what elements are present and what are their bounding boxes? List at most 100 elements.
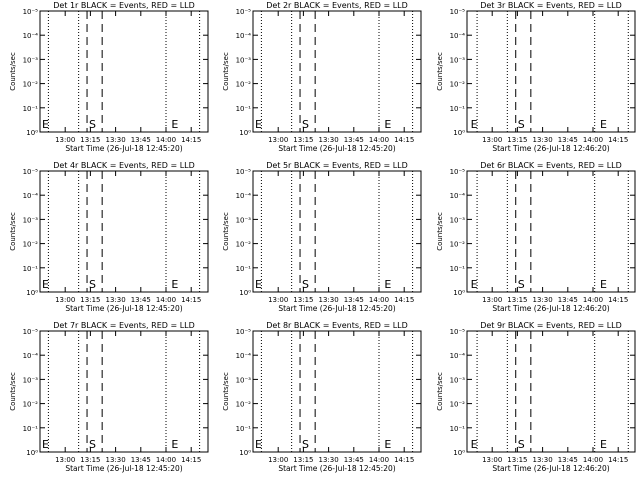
event-marker-label: E [600,438,607,451]
x-tick-label: 14:15 [394,296,414,304]
x-tick-label: 14:00 [156,296,176,304]
y-tick-label: 10⁰ [239,449,251,457]
x-tick-label: 13:45 [344,136,364,144]
y-tick-label: 10⁻³ [23,56,39,64]
y-tick-label: 10⁻⁴ [450,32,466,40]
panel-title: Det 3r BLACK = Events, RED = LLD [480,1,622,10]
y-tick-label: 10⁻⁴ [23,32,39,40]
panel-title: Det 7r BLACK = Events, RED = LLD [53,321,195,330]
y-tick-label: 10⁻¹ [236,265,252,273]
x-tick-label: 14:15 [608,456,628,464]
y-tick-label: 10⁻⁴ [236,352,252,360]
event-marker-label: E [255,118,262,131]
x-tick-label: 13:15 [80,456,100,464]
x-tick-label: 13:15 [507,296,527,304]
event-marker-label: E [171,278,178,291]
plot-frame [252,10,422,133]
x-tick-label: 13:15 [293,296,313,304]
y-tick-label: 10⁻³ [236,56,252,64]
plot-frame [466,10,636,133]
y-tick-label: 10⁻⁴ [23,352,39,360]
event-marker-label: S [89,118,96,131]
x-tick-label: 13:45 [344,296,364,304]
y-tick-label: 10⁻¹ [23,105,39,113]
event-marker-label: S [518,438,525,451]
y-tick-label: 10⁻² [236,81,252,89]
x-axis-label: Start Time (26-Jul-18 12:45:20) [278,144,395,153]
y-tick-label: 10⁻³ [236,376,252,384]
event-marker-label: E [384,438,391,451]
plot-frame [39,330,209,453]
y-tick-label: 10⁻⁴ [236,192,252,200]
panel-title: Det 1r BLACK = Events, RED = LLD [53,1,195,10]
event-marker-label: S [302,278,309,291]
y-axis-label: Counts/sec [222,372,230,411]
y-axis-label: Counts/sec [9,212,17,251]
event-marker-label: E [471,438,478,451]
panel-title: Det 6r BLACK = Events, RED = LLD [480,161,622,170]
x-tick-label: 13:00 [482,136,502,144]
x-tick-label: 14:00 [583,296,603,304]
detector-panel-1: Det 1r BLACK = Events, RED = LLD 10⁰ 10⁻¹ 1… [9,1,209,153]
x-tick-label: 13:30 [106,136,126,144]
x-tick-label: 14:00 [583,136,603,144]
x-tick-label: 13:30 [533,136,553,144]
event-marker-label: E [171,118,178,131]
event-marker-label: S [302,118,309,131]
event-marker-label: E [255,438,262,451]
x-tick-label: 13:00 [55,296,75,304]
x-tick-label: 14:15 [181,296,201,304]
x-axis-label: Start Time (26-Jul-18 12:46:20) [492,144,609,153]
y-tick-label: 10⁻² [450,81,466,89]
y-axis-label: Counts/sec [436,52,444,91]
panel-title: Det 5r BLACK = Events, RED = LLD [266,161,408,170]
event-marker-label: E [384,278,391,291]
x-tick-label: 14:00 [369,456,389,464]
y-tick-label: 10⁻⁴ [236,32,252,40]
x-tick-label: 14:15 [181,136,201,144]
x-tick-label: 14:15 [181,456,201,464]
y-tick-label: 10⁰ [453,449,465,457]
panel-title: Det 4r BLACK = Events, RED = LLD [53,161,195,170]
y-tick-label: 10⁻³ [236,216,252,224]
y-axis-label: Counts/sec [9,372,17,411]
x-tick-label: 14:15 [394,456,414,464]
y-tick-label: 10⁻² [23,81,39,89]
y-tick-label: 10⁻² [236,401,252,409]
x-tick-label: 13:15 [293,456,313,464]
panel-title: Det 9r BLACK = Events, RED = LLD [480,321,622,330]
plot-frame [252,170,422,293]
x-tick-label: 13:30 [319,456,339,464]
y-tick-label: 10⁻⁵ [23,328,39,336]
event-marker-label: S [518,278,525,291]
y-tick-label: 10⁰ [26,289,38,297]
panel-title: Det 2r BLACK = Events, RED = LLD [266,1,408,10]
x-axis-label: Start Time (26-Jul-18 12:45:20) [65,144,182,153]
x-tick-label: 13:45 [131,296,151,304]
plot-frame [466,330,636,453]
event-marker-label: E [42,118,49,131]
x-tick-label: 13:00 [482,456,502,464]
y-tick-label: 10⁻⁵ [236,328,252,336]
x-tick-label: 14:15 [608,296,628,304]
y-tick-label: 10⁻⁴ [23,192,39,200]
x-tick-label: 13:00 [55,456,75,464]
y-tick-label: 10⁻¹ [450,265,466,273]
y-tick-label: 10⁻³ [23,216,39,224]
y-tick-label: 10⁻³ [450,216,466,224]
event-marker-label: E [600,278,607,291]
x-tick-label: 13:45 [558,136,578,144]
x-tick-label: 13:15 [507,456,527,464]
x-tick-label: 13:00 [268,136,288,144]
x-axis-label: Start Time (26-Jul-18 12:45:20) [278,464,395,473]
y-tick-label: 10⁻² [236,241,252,249]
y-axis-label: Counts/sec [436,372,444,411]
x-tick-label: 14:15 [608,136,628,144]
x-tick-label: 14:00 [583,456,603,464]
x-tick-label: 13:00 [268,456,288,464]
x-axis-label: Start Time (26-Jul-18 12:46:20) [492,464,609,473]
x-tick-label: 14:00 [156,136,176,144]
y-tick-label: 10⁻³ [450,376,466,384]
x-tick-label: 13:30 [106,296,126,304]
